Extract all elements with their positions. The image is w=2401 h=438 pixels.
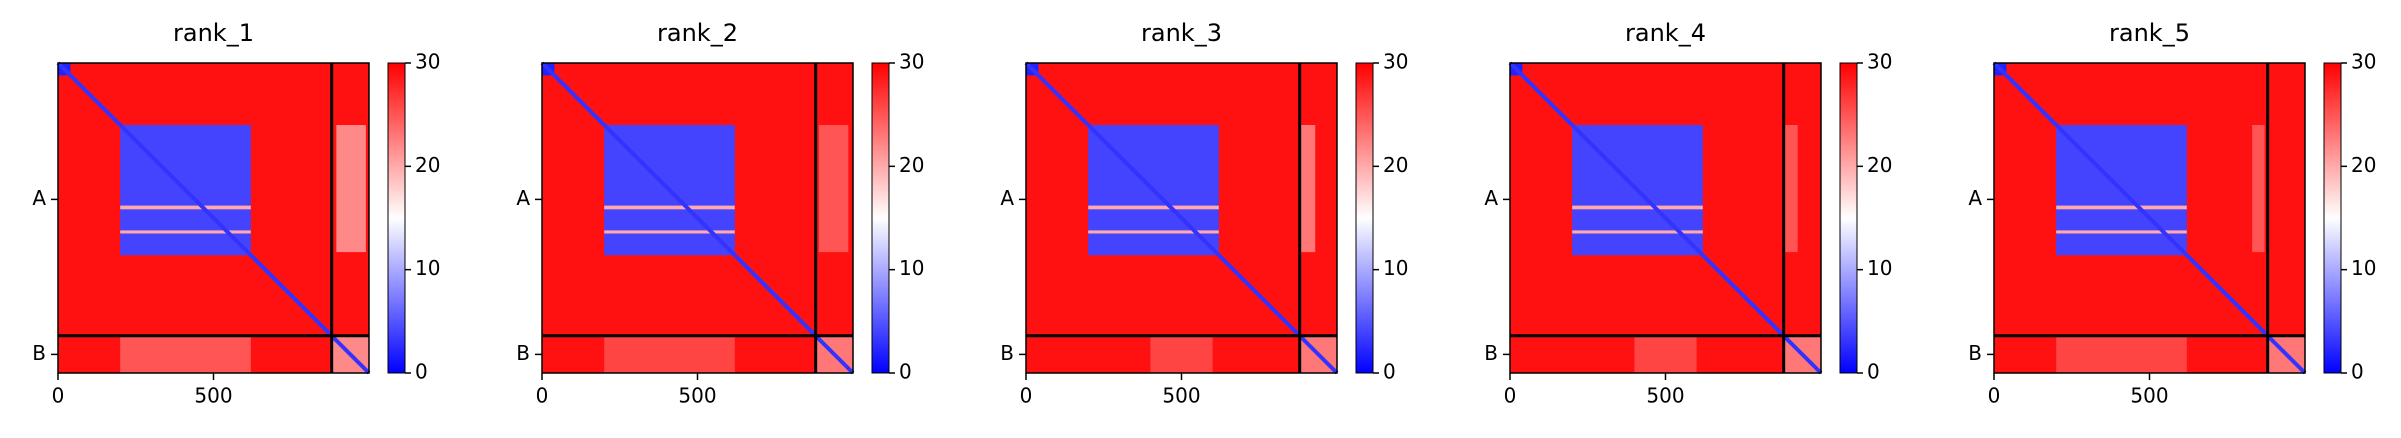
x-tick-label: 0 [1988, 384, 2001, 408]
colorbar-tick-label: 30 [415, 50, 440, 74]
diagonal [1024, 61, 1339, 375]
colorbar-tick-label: 20 [1383, 153, 1408, 177]
x-tick-label: 500 [2130, 384, 2168, 408]
heat-cell [336, 125, 366, 253]
heat-cell [818, 125, 849, 253]
panel-title: rank_5 [2109, 19, 2190, 47]
heat-cell [1572, 230, 1703, 234]
x-tick-label: 0 [52, 384, 65, 408]
y-tick-label: B [1000, 341, 1014, 365]
panel-title: rank_4 [1625, 19, 1706, 47]
heat-cell [120, 230, 251, 234]
colorbar-tick-label: 10 [1867, 256, 1892, 280]
colorbar [1355, 62, 1374, 374]
heat-cell [1634, 335, 1697, 373]
colorbar [387, 62, 406, 374]
y-tick-label: B [32, 341, 46, 365]
y-tick-label: B [516, 341, 530, 365]
colorbar-tick-label: 20 [1867, 153, 1892, 177]
x-tick-label: 500 [1646, 384, 1684, 408]
diagonal [56, 61, 371, 375]
heat-cell [1088, 205, 1219, 210]
colorbar-tick-label: 10 [415, 256, 440, 280]
x-tick-label: 0 [1504, 384, 1517, 408]
heat-cell [1299, 125, 1316, 253]
heat-cell [1088, 230, 1219, 234]
heat-cell [2056, 230, 2187, 234]
colorbar [871, 62, 890, 374]
colorbar-tick-label: 20 [899, 153, 924, 177]
y-tick-label: A [1000, 186, 1014, 210]
heat-cell [1150, 335, 1213, 373]
heat-cell [120, 335, 251, 373]
colorbar-tick-label: 0 [899, 360, 912, 384]
diagonal [540, 61, 855, 375]
colorbar-tick-label: 30 [1867, 50, 1892, 74]
heat-cell [2056, 205, 2187, 210]
heat-cell [604, 335, 735, 373]
panel-title: rank_3 [1141, 19, 1222, 47]
colorbar [2323, 62, 2342, 374]
heat-cell [2252, 125, 2265, 253]
heat-cell [1572, 205, 1703, 210]
heat-cell [1783, 125, 1798, 253]
colorbar-tick-label: 0 [1383, 360, 1396, 384]
panel-title: rank_2 [657, 19, 738, 47]
colorbar-tick-label: 0 [1867, 360, 1880, 384]
colorbar [1839, 62, 1858, 374]
heat-cell [120, 205, 251, 210]
x-tick-label: 500 [678, 384, 716, 408]
colorbar-tick-label: 20 [2351, 153, 2376, 177]
x-tick-label: 500 [194, 384, 232, 408]
colorbar-tick-label: 30 [899, 50, 924, 74]
heat-cell [604, 205, 735, 210]
x-tick-label: 0 [1020, 384, 1033, 408]
heat-cell [604, 230, 735, 234]
colorbar-tick-label: 30 [2351, 50, 2376, 74]
colorbar-tick-label: 20 [415, 153, 440, 177]
y-tick-label: B [1968, 341, 1982, 365]
y-tick-label: A [1968, 186, 1982, 210]
x-tick-label: 500 [1162, 384, 1200, 408]
y-tick-label: A [32, 186, 46, 210]
colorbar-tick-label: 10 [1383, 256, 1408, 280]
diagonal [1508, 61, 1823, 375]
colorbar-tick-label: 30 [1383, 50, 1408, 74]
colorbar-tick-label: 10 [2351, 256, 2376, 280]
y-tick-label: A [516, 186, 530, 210]
x-tick-label: 0 [536, 384, 549, 408]
colorbar-tick-label: 0 [2351, 360, 2364, 384]
diagonal [1992, 61, 2307, 375]
y-tick-label: A [1484, 186, 1498, 210]
colorbar-tick-label: 0 [415, 360, 428, 384]
y-tick-label: B [1484, 341, 1498, 365]
colorbar-tick-label: 10 [899, 256, 924, 280]
heat-cell [2056, 335, 2187, 373]
panel-title: rank_1 [173, 19, 254, 47]
